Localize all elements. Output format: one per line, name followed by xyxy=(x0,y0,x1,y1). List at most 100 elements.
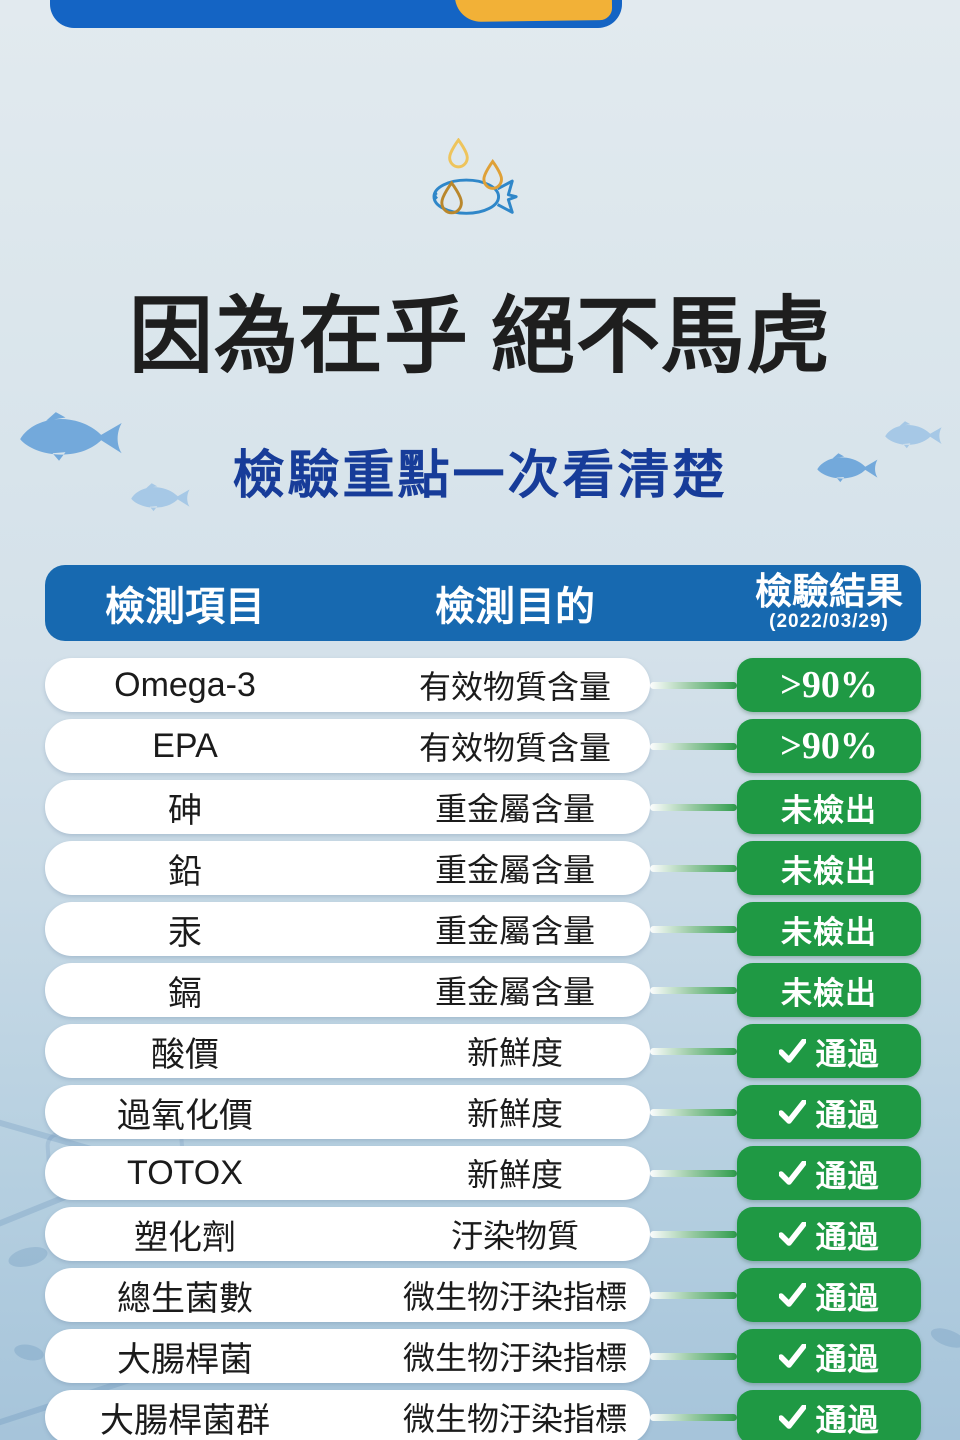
test-purpose-label: 重金屬含量 xyxy=(434,974,595,1010)
result-value: 通過 xyxy=(815,1158,880,1194)
result-badge: 通過 xyxy=(737,1268,921,1322)
page-subtitle: 檢驗重點一次看清楚 xyxy=(232,447,728,505)
texture-shape xyxy=(928,1324,960,1352)
test-purpose-label: 新鮮度 xyxy=(466,1096,563,1132)
row-label-pill: 過氧化價 新鮮度 xyxy=(45,1085,650,1139)
result-badge: >90% xyxy=(737,719,921,773)
table-row: 大腸桿菌 微生物汙染指標 通過 xyxy=(45,1329,921,1383)
table-row: Omega-3 有效物質含量 >90% xyxy=(45,658,921,712)
checkmark-icon xyxy=(778,1404,806,1429)
checkmark-icon xyxy=(778,1160,806,1185)
result-badge: 未檢出 xyxy=(737,963,921,1017)
result-badge: 通過 xyxy=(737,1085,921,1139)
test-purpose-label: 新鮮度 xyxy=(466,1035,563,1071)
test-item-label: 大腸桿菌群 xyxy=(100,1401,270,1440)
table-row: 酸價 新鮮度 通過 xyxy=(45,1024,921,1078)
result-badge: 未檢出 xyxy=(737,780,921,834)
test-purpose-label: 重金屬含量 xyxy=(434,791,595,827)
checkmark-icon xyxy=(778,1282,806,1307)
result-value: 通過 xyxy=(815,1097,880,1133)
table-row: EPA 有效物質含量 >90% xyxy=(45,719,921,773)
header-item: 檢測項目 xyxy=(105,584,265,629)
test-item-label: TOTOX xyxy=(127,1153,243,1192)
checkmark-icon xyxy=(778,1038,806,1063)
row-label-pill: EPA 有效物質含量 xyxy=(45,719,650,773)
row-label-pill: 總生菌數 微生物汙染指標 xyxy=(45,1268,650,1322)
fish-silhouette-icon xyxy=(885,421,942,449)
row-label-pill: Omega-3 有效物質含量 xyxy=(45,658,650,712)
row-label-pill: 鉛 重金屬含量 xyxy=(45,841,650,895)
table-row: 大腸桿菌群 微生物汙染指標 通過 xyxy=(45,1390,921,1440)
fish-oil-drops-icon xyxy=(432,138,518,215)
row-label-pill: 汞 重金屬含量 xyxy=(45,902,650,956)
table-row: 塑化劑 汙染物質 通過 xyxy=(45,1207,921,1261)
header-purpose: 檢測目的 xyxy=(435,584,595,629)
result-badge: 通過 xyxy=(737,1207,921,1261)
result-badge: 通過 xyxy=(737,1024,921,1078)
table-header: 檢測項目 檢測目的 檢驗結果 (2022/03/29) xyxy=(45,565,921,641)
row-connector-line xyxy=(650,925,737,933)
test-item-label: 總生菌數 xyxy=(117,1279,253,1318)
header-result-label: 檢驗結果 xyxy=(755,571,903,613)
result-value: 未檢出 xyxy=(781,975,877,1011)
test-item-label: 大腸桿菌 xyxy=(117,1340,253,1379)
result-badge: 通過 xyxy=(737,1146,921,1200)
table-row: 鉛 重金屬含量 未檢出 xyxy=(45,841,921,895)
row-connector-line xyxy=(650,1230,737,1238)
result-value: 通過 xyxy=(815,1036,880,1072)
result-badge: 未檢出 xyxy=(737,841,921,895)
row-connector-line xyxy=(650,1169,737,1177)
result-value: 通過 xyxy=(815,1402,880,1438)
table-row: 鎘 重金屬含量 未檢出 xyxy=(45,963,921,1017)
test-item-label: 砷 xyxy=(168,791,202,830)
test-item-label: 塑化劑 xyxy=(134,1218,236,1257)
result-value: >90% xyxy=(780,664,878,706)
test-purpose-label: 有效物質含量 xyxy=(418,730,611,766)
row-connector-line xyxy=(650,1108,737,1116)
top-banner-remnant xyxy=(50,0,622,28)
test-item-label: 鉛 xyxy=(168,852,202,891)
row-connector-line xyxy=(650,1352,737,1360)
test-purpose-label: 重金屬含量 xyxy=(434,913,595,949)
table-row: 汞 重金屬含量 未檢出 xyxy=(45,902,921,956)
result-value: 通過 xyxy=(815,1341,880,1377)
header-result: 檢驗結果 (2022/03/29) xyxy=(737,565,921,641)
test-results-table: 檢測項目 檢測目的 檢驗結果 (2022/03/29) Omega-3 有效物質… xyxy=(45,565,921,1440)
row-connector-line xyxy=(650,681,737,689)
test-purpose-label: 有效物質含量 xyxy=(418,669,611,705)
checkmark-icon xyxy=(778,1221,806,1246)
row-label-pill: 鎘 重金屬含量 xyxy=(45,963,650,1017)
test-purpose-label: 微生物汙染指標 xyxy=(402,1279,627,1315)
top-banner-tab xyxy=(454,0,613,23)
result-value: 未檢出 xyxy=(781,792,877,828)
test-item-label: 過氧化價 xyxy=(117,1096,253,1135)
test-purpose-label: 重金屬含量 xyxy=(434,852,595,888)
result-value: 未檢出 xyxy=(781,914,877,950)
fish-silhouette-icon xyxy=(131,483,190,512)
result-value: 通過 xyxy=(815,1280,880,1316)
fish-outline xyxy=(432,178,518,215)
test-item-label: Omega-3 xyxy=(114,665,256,704)
test-item-label: 酸價 xyxy=(151,1035,219,1074)
fish-silhouette-icon xyxy=(20,412,122,461)
page-title: 因為在乎 絕不馬虎 xyxy=(128,291,831,384)
row-connector-line xyxy=(650,1413,737,1421)
row-connector-line xyxy=(650,803,737,811)
result-badge: 通過 xyxy=(737,1329,921,1383)
test-item-label: EPA xyxy=(152,726,218,765)
table-row: TOTOX 新鮮度 通過 xyxy=(45,1146,921,1200)
result-badge: 通過 xyxy=(737,1390,921,1440)
texture-shape xyxy=(12,1342,46,1363)
row-connector-line xyxy=(650,742,737,750)
result-value: 未檢出 xyxy=(781,853,877,889)
table-row: 砷 重金屬含量 未檢出 xyxy=(45,780,921,834)
row-label-pill: 酸價 新鮮度 xyxy=(45,1024,650,1078)
checkmark-icon xyxy=(778,1343,806,1368)
row-connector-line xyxy=(650,1291,737,1299)
row-connector-line xyxy=(650,1047,737,1055)
test-item-label: 鎘 xyxy=(168,974,202,1013)
row-label-pill: 砷 重金屬含量 xyxy=(45,780,650,834)
row-label-pill: 大腸桿菌 微生物汙染指標 xyxy=(45,1329,650,1383)
table-row: 總生菌數 微生物汙染指標 通過 xyxy=(45,1268,921,1322)
